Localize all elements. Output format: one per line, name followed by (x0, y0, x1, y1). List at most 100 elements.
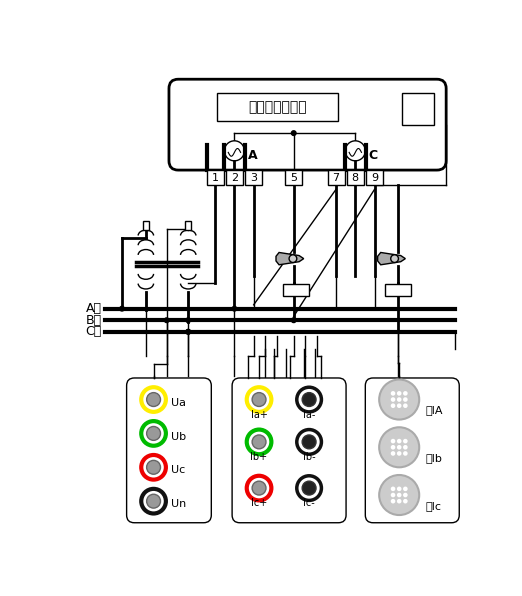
Circle shape (403, 439, 408, 443)
FancyBboxPatch shape (127, 378, 211, 523)
Circle shape (391, 493, 395, 497)
Bar (401, 93, 434, 125)
Circle shape (403, 403, 408, 408)
Circle shape (397, 445, 401, 449)
Text: 7: 7 (333, 173, 340, 183)
Circle shape (147, 494, 160, 508)
Circle shape (397, 403, 401, 408)
Circle shape (186, 330, 191, 334)
Circle shape (379, 380, 419, 420)
Text: Ic-: Ic- (303, 498, 315, 508)
Circle shape (397, 397, 401, 402)
Text: 鈕IA: 鈕IA (425, 405, 443, 415)
Text: 2: 2 (231, 173, 238, 183)
Bar (226, 170, 243, 185)
Text: 8: 8 (352, 173, 359, 183)
Text: Ua: Ua (171, 398, 185, 408)
FancyBboxPatch shape (169, 79, 446, 170)
Circle shape (391, 391, 395, 396)
Text: Ic+: Ic+ (251, 498, 267, 508)
Circle shape (397, 493, 401, 497)
Circle shape (403, 451, 408, 456)
Circle shape (120, 306, 124, 311)
Text: Un: Un (171, 499, 186, 509)
Circle shape (141, 387, 166, 412)
Text: 鈕Ib: 鈕Ib (425, 453, 442, 463)
Circle shape (164, 318, 169, 322)
Circle shape (391, 445, 395, 449)
Bar (217, 93, 338, 121)
Circle shape (397, 486, 401, 491)
Circle shape (247, 476, 271, 501)
Bar (143, 221, 149, 230)
Bar (283, 284, 309, 296)
Circle shape (141, 455, 166, 480)
Circle shape (391, 451, 395, 456)
Bar (245, 170, 262, 185)
Text: A: A (247, 149, 257, 162)
Circle shape (397, 391, 401, 396)
Circle shape (403, 499, 408, 504)
Circle shape (379, 427, 419, 467)
Circle shape (403, 493, 408, 497)
Circle shape (391, 439, 395, 443)
Circle shape (345, 141, 365, 161)
Text: Ib+: Ib+ (251, 452, 268, 462)
Circle shape (147, 460, 160, 474)
Text: Ia-: Ia- (303, 410, 315, 420)
Circle shape (302, 393, 316, 406)
Circle shape (403, 445, 408, 449)
Text: 3: 3 (250, 173, 257, 183)
Circle shape (297, 387, 322, 412)
Bar (347, 170, 364, 185)
Bar (185, 221, 191, 230)
Circle shape (186, 318, 191, 322)
Text: 鈕Ic: 鈕Ic (425, 501, 442, 511)
Circle shape (141, 421, 166, 446)
Circle shape (302, 435, 316, 449)
Circle shape (403, 391, 408, 396)
Text: 5: 5 (290, 173, 297, 183)
Circle shape (391, 254, 398, 262)
Circle shape (141, 489, 166, 514)
Text: 三相三线电能表: 三相三线电能表 (248, 100, 307, 114)
Circle shape (403, 397, 408, 402)
Circle shape (289, 254, 297, 262)
Text: Ub: Ub (171, 432, 186, 442)
Text: 9: 9 (371, 173, 378, 183)
Circle shape (147, 393, 160, 406)
Circle shape (252, 481, 266, 495)
Circle shape (391, 486, 395, 491)
Polygon shape (276, 253, 304, 265)
Circle shape (252, 393, 266, 406)
Text: C相: C相 (86, 325, 102, 339)
Text: Ia+: Ia+ (251, 410, 267, 420)
Circle shape (397, 439, 401, 443)
Circle shape (302, 481, 316, 495)
Bar (207, 170, 223, 185)
Text: Uc: Uc (171, 465, 185, 476)
Circle shape (391, 403, 395, 408)
Circle shape (232, 306, 236, 311)
Circle shape (147, 427, 160, 440)
Bar (366, 170, 383, 185)
Circle shape (247, 430, 271, 454)
Circle shape (247, 387, 271, 412)
FancyBboxPatch shape (232, 378, 346, 523)
Bar (385, 284, 411, 296)
Circle shape (403, 486, 408, 491)
Polygon shape (377, 253, 406, 265)
Circle shape (397, 499, 401, 504)
Circle shape (397, 451, 401, 456)
Text: B相: B相 (86, 313, 102, 327)
Circle shape (297, 430, 322, 454)
Circle shape (291, 131, 296, 135)
Circle shape (379, 475, 419, 515)
Circle shape (252, 435, 266, 449)
FancyBboxPatch shape (365, 378, 459, 523)
Circle shape (297, 476, 322, 501)
Text: 1: 1 (211, 173, 219, 183)
Bar (328, 170, 345, 185)
Circle shape (391, 397, 395, 402)
Text: A相: A相 (86, 302, 102, 315)
